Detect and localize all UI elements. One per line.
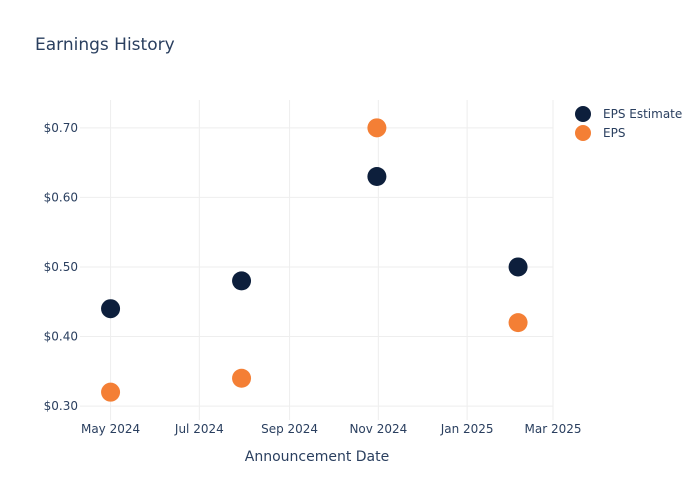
chart-title: Earnings History xyxy=(35,35,175,55)
x-tick-label: Jan 2025 xyxy=(440,422,494,436)
data-point-estimate[interactable] xyxy=(232,271,252,291)
y-axis-ticks: $0.30 $0.40 $0.50 $0.60 $0.70 xyxy=(44,121,78,413)
x-axis-ticks: May 2024 Jul 2024 Sep 2024 Nov 2024 Jan 2025… xyxy=(81,422,582,436)
x-tick-label: Sep 2024 xyxy=(261,422,318,436)
data-point-actual[interactable] xyxy=(508,313,528,333)
data-point-actual[interactable] xyxy=(101,382,121,402)
series-estimate xyxy=(101,167,528,319)
series-actual xyxy=(101,118,528,402)
legend-label: EPS Estimate xyxy=(603,107,682,121)
data-points xyxy=(101,118,528,402)
x-axis-title: Announcement Date xyxy=(245,449,389,465)
y-tick-label: $0.60 xyxy=(44,190,78,204)
y-tick-label: $0.70 xyxy=(44,121,78,135)
legend-item[interactable]: EPS xyxy=(575,125,625,141)
x-tick-label: Mar 2025 xyxy=(525,422,582,436)
legend-marker xyxy=(575,125,591,141)
data-point-estimate[interactable] xyxy=(508,257,528,277)
data-point-actual[interactable] xyxy=(367,118,387,138)
x-tick-label: Nov 2024 xyxy=(349,422,407,436)
data-point-estimate[interactable] xyxy=(101,299,121,319)
legend-marker xyxy=(575,106,591,122)
y-tick-label: $0.30 xyxy=(44,399,78,413)
y-tick-label: $0.50 xyxy=(44,260,78,274)
data-point-actual[interactable] xyxy=(232,368,252,388)
x-tick-label: May 2024 xyxy=(81,422,140,436)
y-tick-label: $0.40 xyxy=(44,330,78,344)
x-tick-label: Jul 2024 xyxy=(174,422,224,436)
legend-label: EPS xyxy=(603,126,625,140)
legend-item[interactable]: EPS Estimate xyxy=(575,106,682,122)
legend: EPS Estimate EPS xyxy=(575,106,682,141)
grid-lines xyxy=(80,100,554,420)
data-point-estimate[interactable] xyxy=(367,167,387,187)
